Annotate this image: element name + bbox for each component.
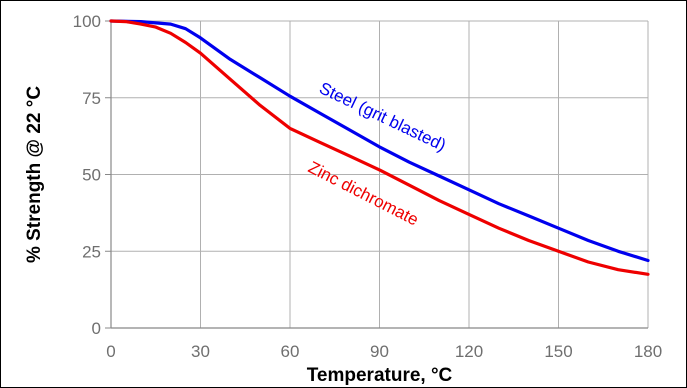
steel-series-label: Steel (grit blasted) [316, 78, 449, 155]
x-tick-label: 180 [634, 342, 662, 361]
x-tick-label: 90 [370, 342, 389, 361]
y-tick-label: 50 [82, 166, 101, 185]
x-tick-label: 120 [455, 342, 483, 361]
y-tick-label: 0 [92, 319, 101, 338]
y-tick-label: 75 [82, 89, 101, 108]
y-axis-ticks: 0 25 50 75 100 [73, 12, 111, 338]
series-lines [109, 19, 650, 276]
x-tick-label: 150 [544, 342, 572, 361]
x-axis-title: Temperature, °C [307, 365, 453, 386]
x-tick-label: 60 [281, 342, 300, 361]
x-axis-ticks: 0 30 60 90 120 150 180 [106, 342, 662, 361]
zinc-series-label: Zinc dichromate [305, 158, 421, 230]
x-tick-label: 30 [191, 342, 210, 361]
zinc-series-line [109, 19, 650, 276]
steel-series-line [109, 19, 650, 263]
series-labels: Steel (grit blasted)Zinc dichromate [305, 78, 449, 229]
y-axis-title: % Strength @ 22 °C [24, 86, 45, 263]
grid [110, 20, 649, 329]
y-tick-label: 100 [73, 12, 101, 31]
y-tick-label: 25 [82, 242, 101, 261]
x-tick-label: 0 [106, 342, 115, 361]
